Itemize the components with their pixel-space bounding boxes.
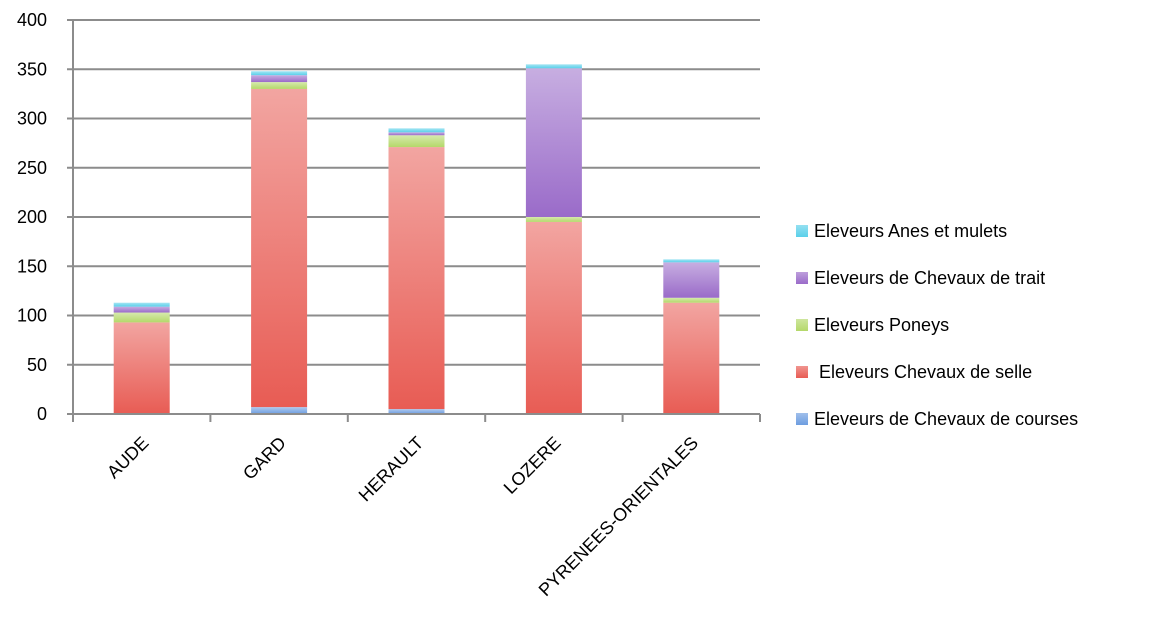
x-tick-label: LOZERE (500, 433, 565, 498)
legend-swatch (796, 225, 808, 237)
y-tick-label: 150 (17, 256, 47, 276)
bar-segment-herault-series-3 (388, 132, 445, 136)
bar-segment-lozere-series-3 (525, 68, 582, 217)
legend-swatch (796, 319, 808, 331)
x-tick-label: HERAULT (355, 433, 428, 506)
bar-segment-aude-series-2 (113, 312, 170, 323)
bar-segment-pyrenees-orientales-series-3 (663, 262, 720, 298)
bar-segment-pyrenees-orientales-series-4 (663, 259, 720, 263)
legend-label: Eleveurs de Chevaux de trait (814, 267, 1046, 288)
y-tick-label: 50 (27, 355, 47, 375)
bar-segment-herault-series-1 (388, 147, 445, 410)
legend-label: Eleveurs Poneys (814, 314, 950, 335)
legend-label: Eleveurs de Chevaux de courses (814, 408, 1079, 429)
x-tick-label: GARD (239, 433, 290, 484)
bar-segment-herault-series-0 (388, 409, 445, 414)
y-tick-label: 0 (37, 404, 47, 424)
y-tick-label: 250 (17, 158, 47, 178)
bar-segment-pyrenees-orientales-series-1 (663, 302, 720, 414)
bar-segment-aude-series-1 (113, 322, 170, 414)
axes (67, 19, 761, 422)
x-tick-label: AUDE (103, 433, 153, 483)
legend-label: Eleveurs Anes et mulets (814, 220, 1008, 241)
y-tick-label: 100 (17, 306, 47, 326)
legend-item: Eleveurs Poneys (796, 314, 949, 336)
legend-item: Eleveurs de Chevaux de courses (796, 408, 1078, 430)
bar-segment-aude-series-4 (113, 302, 170, 307)
bar-segment-gard-series-2 (251, 82, 308, 89)
bar-segment-herault-series-4 (388, 128, 445, 133)
bar-segment-aude-series-3 (113, 306, 170, 313)
bar-segment-lozere-series-2 (525, 217, 582, 222)
x-tick-label: PYRENEES-ORIENTALES (535, 433, 702, 600)
bar-segment-lozere-series-4 (525, 64, 582, 69)
bars (113, 64, 720, 414)
y-tick-label: 200 (17, 207, 47, 227)
legend-swatch (796, 413, 808, 425)
bar-segment-gard-series-3 (251, 75, 308, 83)
legend-item: Eleveurs Chevaux de selle (796, 361, 1032, 383)
bar-segment-herault-series-2 (388, 135, 445, 148)
bar-segment-gard-series-1 (251, 88, 308, 408)
bar-segment-gard-series-0 (251, 407, 308, 414)
legend-item: Eleveurs de Chevaux de trait (796, 267, 1045, 289)
y-tick-label: 300 (17, 109, 47, 129)
legend-swatch (796, 272, 808, 284)
bar-segment-gard-series-4 (251, 71, 308, 76)
bar-segment-pyrenees-orientales-series-2 (663, 297, 720, 303)
y-tick-label: 350 (17, 59, 47, 79)
legend-swatch (796, 366, 808, 378)
y-tick-label: 400 (17, 10, 47, 30)
bar-segment-lozere-series-1 (525, 221, 582, 414)
legend-label: Eleveurs Chevaux de selle (814, 361, 1033, 382)
legend-item: Eleveurs Anes et mulets (796, 220, 1007, 242)
